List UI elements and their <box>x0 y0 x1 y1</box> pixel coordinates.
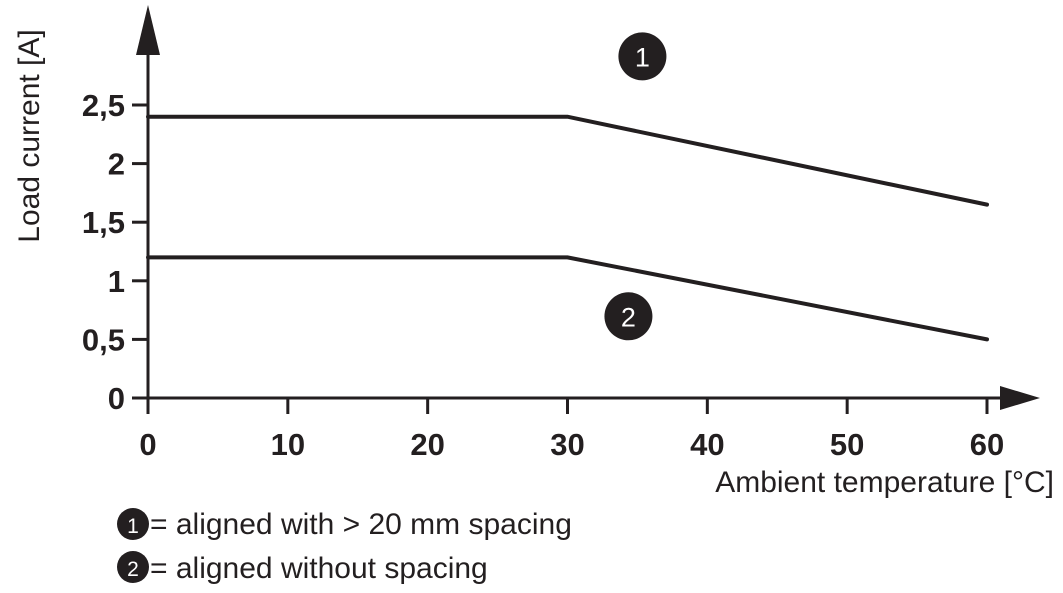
legend-marker-2-label: 2 <box>127 558 139 581</box>
series-line-1 <box>146 114 989 207</box>
legend-marker-1 <box>117 508 149 540</box>
x-axis-title: Ambient temperature [°C] <box>715 466 1054 499</box>
legend-item-2: 2 = aligned without spacing <box>117 551 488 585</box>
y-axis-arrow <box>136 5 160 55</box>
x-tick-label: 0 <box>139 427 156 462</box>
y-axis-title: Load current [A] <box>13 29 46 242</box>
legend-marker-1-label: 1 <box>127 515 139 538</box>
series-line-2 <box>146 255 989 342</box>
legend-item-1: 1 = aligned with > 20 mm spacing <box>117 508 572 541</box>
legend: 1 = aligned with > 20 mm spacing 2 = ali… <box>117 508 572 585</box>
x-tick-label: 10 <box>271 427 305 462</box>
y-tick-label: 2,5 <box>82 88 125 123</box>
series-marker-label-2: 2 <box>621 302 636 332</box>
x-tick-label: 60 <box>970 427 1004 462</box>
x-tick-label: 40 <box>690 427 724 462</box>
y-tick-label: 1 <box>108 264 125 299</box>
x-tick-label: 20 <box>410 427 444 462</box>
x-tick-label: 50 <box>830 427 864 462</box>
x-tick-label: 30 <box>550 427 584 462</box>
y-tick-label: 2 <box>108 147 125 182</box>
y-tick-label: 0,5 <box>82 322 125 357</box>
y-tick-label: 0 <box>108 381 125 416</box>
series-markers: 12 <box>604 32 667 341</box>
series-marker-label-1: 1 <box>635 42 650 72</box>
legend-text-2: = aligned without spacing <box>150 552 488 585</box>
x-axis-arrow <box>1000 386 1040 410</box>
legend-text-1: = aligned with > 20 mm spacing <box>150 508 572 541</box>
y-ticks: 0 0,5 1 1,5 2 2,5 <box>82 88 148 416</box>
legend-marker-2 <box>117 551 149 583</box>
series-group <box>146 114 989 342</box>
y-tick-label: 1,5 <box>82 205 125 240</box>
series-marker-2 <box>604 292 653 341</box>
x-ticks: 0 10 20 30 40 50 60 <box>139 398 1004 462</box>
series-marker-1 <box>618 32 667 81</box>
